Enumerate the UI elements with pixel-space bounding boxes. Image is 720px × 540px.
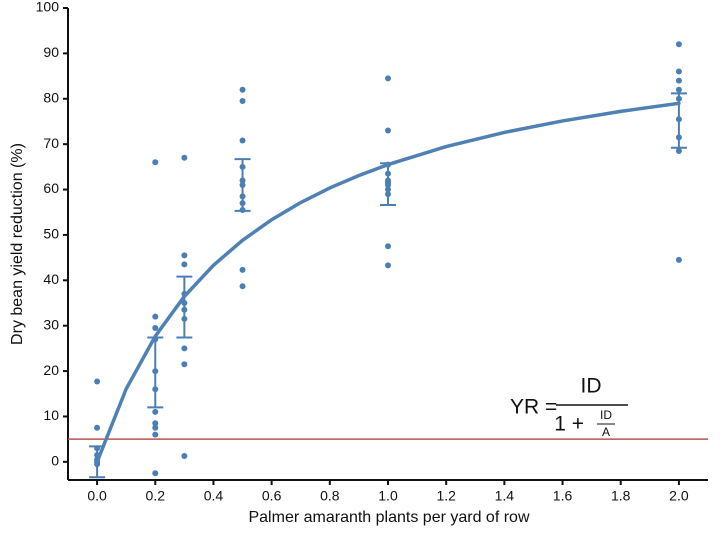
data-point — [152, 431, 159, 438]
x-axis-label: Palmer amaranth plants per yard of row — [248, 509, 529, 526]
y-tick-label: 100 — [36, 0, 60, 15]
equation-inner-denominator: A — [602, 425, 610, 439]
data-point — [385, 75, 391, 82]
data-point — [675, 41, 682, 48]
data-point — [152, 324, 159, 331]
data-point — [181, 261, 188, 268]
data-point — [239, 266, 246, 273]
y-tick-label: 20 — [43, 362, 59, 378]
x-tick-label: 0.0 — [87, 488, 107, 504]
data-point — [152, 408, 159, 415]
error-bar — [234, 158, 251, 212]
y-tick-label: 70 — [43, 135, 59, 151]
data-point — [152, 159, 159, 166]
data-point — [675, 68, 682, 75]
data-point — [181, 452, 188, 459]
data-point — [675, 256, 682, 263]
equation-lhs: YR = — [510, 396, 557, 419]
equation-numerator: ID — [581, 375, 602, 398]
x-tick-label: 2.0 — [669, 488, 689, 504]
y-tick-label: 50 — [43, 226, 59, 242]
data-point — [675, 86, 682, 93]
y-tick-label: 90 — [43, 44, 59, 60]
data-point — [385, 243, 391, 250]
x-tick-label: 0.2 — [146, 488, 166, 504]
x-tick-label: 0.8 — [320, 488, 340, 504]
data-point — [181, 154, 188, 161]
data-point — [675, 147, 682, 154]
y-tick-label: 30 — [43, 316, 59, 332]
data-point — [239, 137, 246, 144]
y-tick-label: 10 — [43, 407, 59, 423]
x-tick-label: 0.6 — [262, 488, 282, 504]
data-point — [152, 424, 159, 431]
data-point — [152, 420, 159, 427]
data-point — [181, 252, 188, 259]
data-point — [385, 262, 391, 269]
y-tick-label: 0 — [51, 453, 59, 469]
error-bar — [670, 92, 687, 149]
fit-curve — [95, 101, 681, 464]
y-axis-label: Dry bean yield reduction (%) — [9, 143, 26, 345]
equation-inner-numerator: ID — [600, 408, 612, 422]
data-point — [181, 345, 188, 352]
data-point — [94, 424, 101, 431]
data-point — [239, 98, 246, 105]
data-point — [239, 283, 246, 290]
equation: YR = ID 1 + ID A — [510, 375, 628, 439]
y-tick-label: 80 — [43, 89, 59, 105]
error-bar — [380, 162, 396, 206]
data-point — [94, 378, 101, 385]
x-tick-label: 1.2 — [436, 488, 456, 504]
data-point — [152, 313, 159, 320]
data-point — [385, 127, 391, 134]
y-tick-label: 60 — [43, 180, 59, 196]
error-bar — [176, 275, 193, 339]
x-tick-label: 1.0 — [378, 488, 398, 504]
y-tick-label: 40 — [43, 271, 59, 287]
x-tick-label: 1.6 — [553, 488, 573, 504]
data-point — [152, 470, 159, 477]
x-tick-label: 0.4 — [204, 488, 224, 504]
x-tick-label: 1.4 — [495, 488, 515, 504]
x-tick-label: 1.8 — [611, 488, 631, 504]
data-point — [239, 86, 246, 93]
data-point — [181, 361, 188, 368]
data-point — [675, 77, 682, 84]
equation-denominator: 1 + — [554, 413, 584, 436]
